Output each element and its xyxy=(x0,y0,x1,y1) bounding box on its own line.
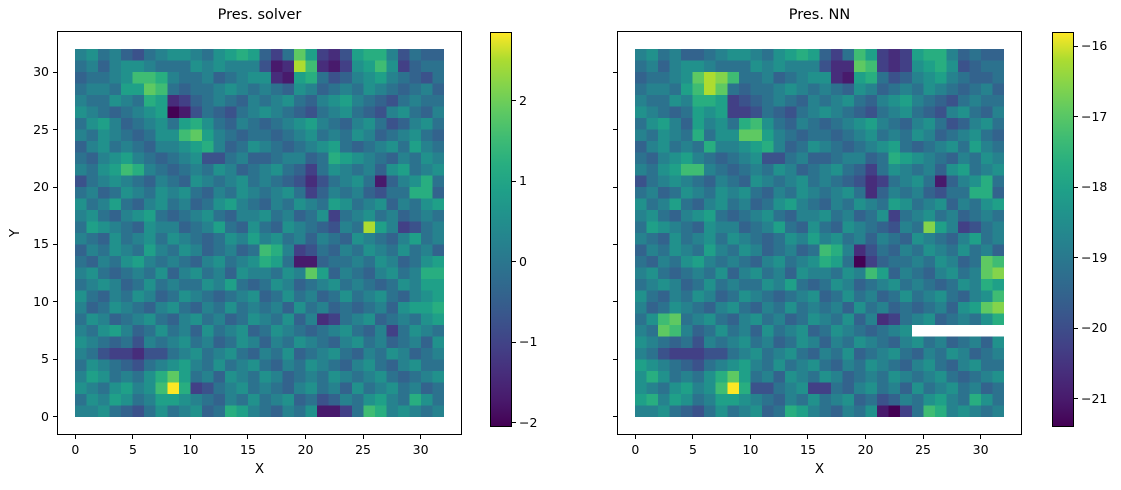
x-tick-mark xyxy=(865,435,867,439)
x-tick-label: 15 xyxy=(240,442,256,457)
y-tick-mark xyxy=(613,416,617,418)
plot-title-solver: Pres. solver xyxy=(217,7,302,23)
x-tick-label: 0 xyxy=(631,442,640,457)
x-tick-mark xyxy=(74,435,76,439)
colorbar-tick-mark xyxy=(512,100,516,102)
axes-nn xyxy=(617,31,1022,435)
x-axis-label-nn: X xyxy=(814,461,825,477)
x-tick-mark xyxy=(634,435,636,439)
x-tick-mark xyxy=(189,435,191,439)
colorbar-tick-label: 0 xyxy=(519,253,527,269)
x-tick-label: 10 xyxy=(742,442,759,457)
y-axis-label-solver: Y xyxy=(7,228,23,238)
colorbar-tick-mark xyxy=(1074,327,1078,329)
y-tick-mark xyxy=(53,358,57,360)
colorbar-tick-mark xyxy=(512,422,516,424)
x-tick-label: 30 xyxy=(972,442,989,457)
y-tick-mark xyxy=(53,129,57,131)
colorbar-tick-mark xyxy=(1074,398,1078,400)
y-tick-mark xyxy=(613,358,617,360)
colorbar-tick-mark xyxy=(512,180,516,182)
y-tick-label: 5 xyxy=(41,351,49,367)
colorbar-tick-label: −2 xyxy=(519,414,538,430)
colorbar-tick-label: −19 xyxy=(1081,249,1108,265)
y-tick-mark xyxy=(613,71,617,73)
x-tick-label: 25 xyxy=(355,442,371,457)
x-tick-mark xyxy=(922,435,924,439)
y-tick-mark xyxy=(613,186,617,188)
x-tick-mark xyxy=(305,435,307,439)
x-tick-label: 20 xyxy=(297,442,314,457)
y-tick-label: 10 xyxy=(33,293,49,309)
colorbar-tick-label: 2 xyxy=(519,92,527,108)
x-tick-mark xyxy=(692,435,694,439)
x-tick-label: 5 xyxy=(688,442,697,457)
y-tick-mark xyxy=(613,129,617,131)
colorbar-tick-label: 1 xyxy=(519,173,527,189)
x-tick-label: 20 xyxy=(857,442,874,457)
x-tick-mark xyxy=(132,435,134,439)
y-tick-label: 0 xyxy=(41,408,49,424)
colorbar-tick-mark xyxy=(1074,116,1078,118)
x-axis-label-solver: X xyxy=(254,461,265,477)
x-tick-label: 25 xyxy=(915,442,931,457)
x-tick-label: 10 xyxy=(182,442,199,457)
colorbar-tick-mark xyxy=(1074,186,1078,188)
x-tick-mark xyxy=(980,435,982,439)
x-tick-label: 15 xyxy=(800,442,816,457)
x-tick-mark xyxy=(420,435,422,439)
x-tick-mark xyxy=(362,435,364,439)
plot-title-nn: Pres. NN xyxy=(788,7,851,23)
y-tick-label: 20 xyxy=(33,179,49,195)
colorbar-tick-label: −21 xyxy=(1081,390,1108,406)
colorbar-tick-mark xyxy=(1074,257,1078,259)
x-tick-mark xyxy=(807,435,809,439)
x-tick-mark xyxy=(749,435,751,439)
axes-solver xyxy=(57,31,462,435)
colorbar-tick-mark xyxy=(512,261,516,263)
colorbar-solver xyxy=(490,32,512,427)
heatmap-solver xyxy=(75,49,444,417)
y-tick-mark xyxy=(53,416,57,418)
x-tick-label: 30 xyxy=(412,442,429,457)
colorbar-tick-label: −20 xyxy=(1081,320,1108,336)
y-tick-label: 30 xyxy=(33,64,49,80)
y-tick-mark xyxy=(613,301,617,303)
colorbar-nn xyxy=(1052,32,1074,427)
y-tick-mark xyxy=(53,301,57,303)
y-tick-mark xyxy=(53,186,57,188)
colorbar-tick-label: −17 xyxy=(1081,108,1108,124)
x-tick-label: 5 xyxy=(128,442,137,457)
colorbar-tick-label: −1 xyxy=(519,334,538,350)
colorbar-tick-label: −18 xyxy=(1081,179,1108,195)
y-tick-label: 25 xyxy=(33,121,49,137)
colorbar-tick-label: −16 xyxy=(1081,38,1108,54)
x-tick-mark xyxy=(247,435,249,439)
y-tick-label: 15 xyxy=(33,236,49,252)
colorbar-tick-mark xyxy=(1074,45,1078,47)
y-tick-mark xyxy=(613,243,617,245)
y-tick-mark xyxy=(53,243,57,245)
colorbar-tick-mark xyxy=(512,341,516,343)
x-tick-label: 0 xyxy=(71,442,80,457)
heatmap-nn xyxy=(635,49,1004,417)
y-tick-mark xyxy=(53,71,57,73)
